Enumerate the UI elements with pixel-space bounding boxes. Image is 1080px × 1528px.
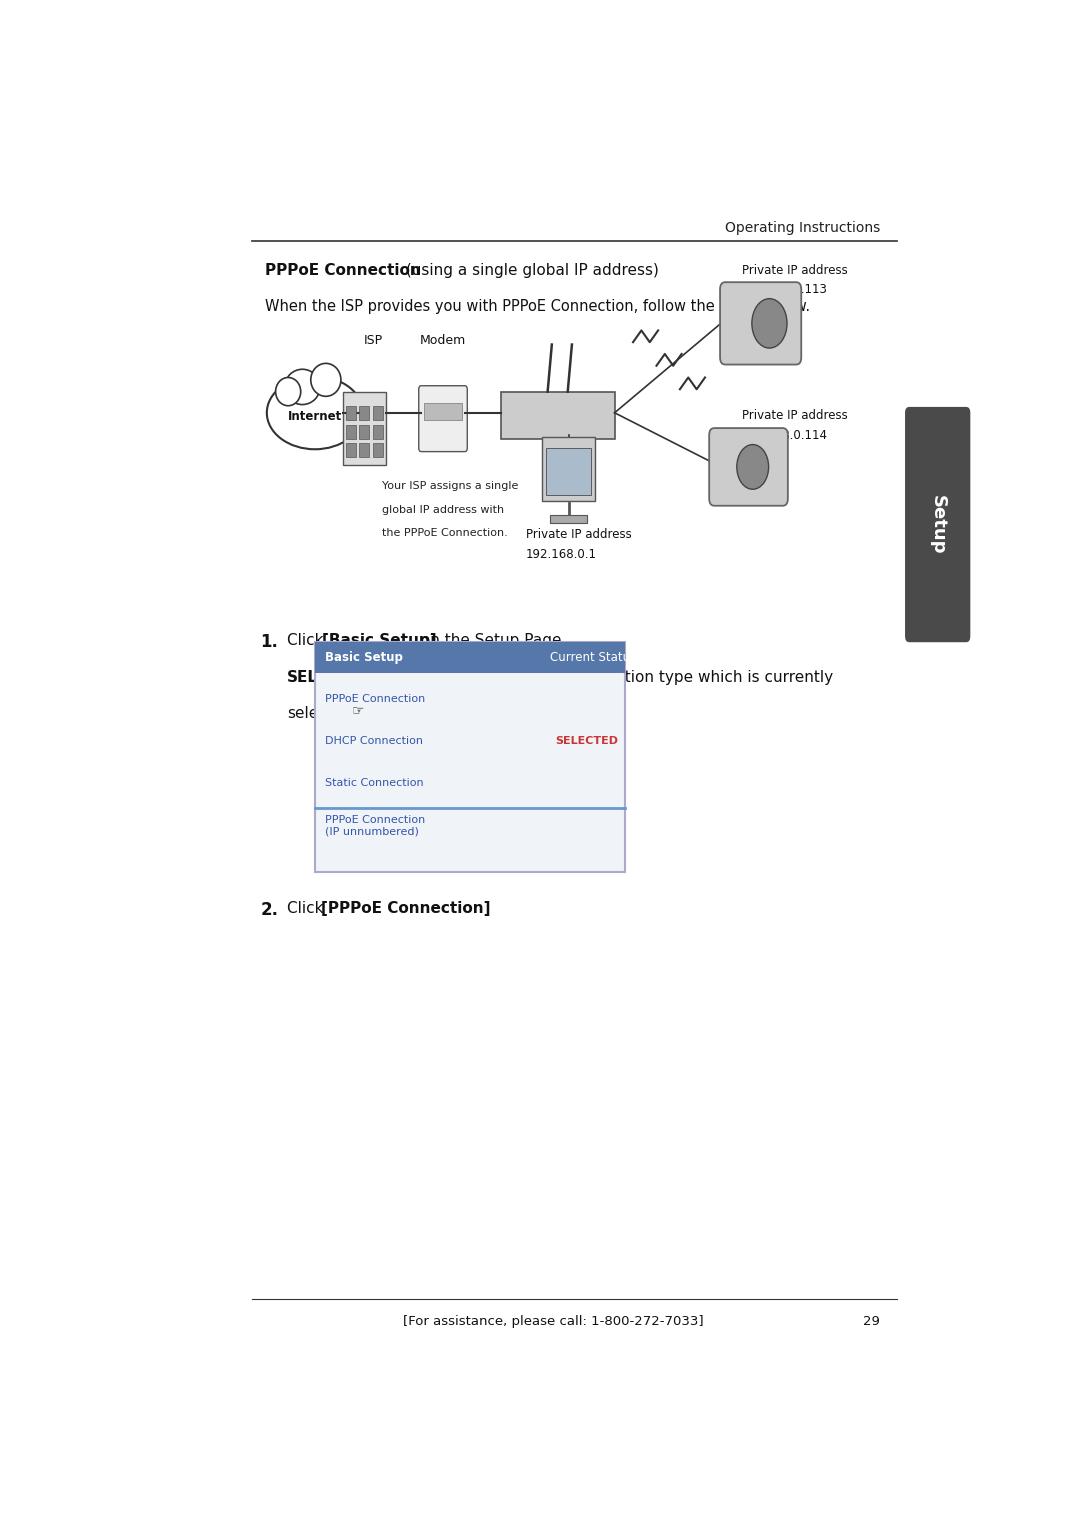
Text: [Basic Setup]: [Basic Setup] <box>323 633 437 648</box>
FancyBboxPatch shape <box>501 391 615 439</box>
FancyBboxPatch shape <box>419 385 468 452</box>
FancyBboxPatch shape <box>423 403 462 420</box>
FancyBboxPatch shape <box>346 443 356 457</box>
FancyBboxPatch shape <box>346 406 356 420</box>
Text: .: . <box>445 902 449 917</box>
Text: Private IP address: Private IP address <box>526 529 632 541</box>
Text: 192.168.0.113: 192.168.0.113 <box>742 283 827 296</box>
Text: on the Setup Page.: on the Setup Page. <box>416 633 567 648</box>
FancyBboxPatch shape <box>905 406 970 642</box>
Circle shape <box>752 298 787 348</box>
FancyBboxPatch shape <box>373 406 382 420</box>
Text: [For assistance, please call: 1-800-272-7033]: [For assistance, please call: 1-800-272-… <box>403 1316 704 1328</box>
FancyBboxPatch shape <box>373 443 382 457</box>
Text: Basic Setup: Basic Setup <box>325 651 403 665</box>
Text: 29: 29 <box>863 1316 880 1328</box>
Text: [PPPoE Connection]: [PPPoE Connection] <box>321 902 490 917</box>
FancyBboxPatch shape <box>710 428 787 506</box>
Text: 1.: 1. <box>260 633 279 651</box>
Text: Current Status: Current Status <box>550 651 636 665</box>
FancyBboxPatch shape <box>360 406 369 420</box>
FancyBboxPatch shape <box>720 283 801 365</box>
FancyBboxPatch shape <box>546 448 591 495</box>
FancyBboxPatch shape <box>346 425 356 439</box>
Text: Private IP address: Private IP address <box>742 410 848 422</box>
Ellipse shape <box>311 364 341 396</box>
Text: selected.: selected. <box>287 706 357 721</box>
Text: 192.168.0.114: 192.168.0.114 <box>742 429 828 442</box>
FancyBboxPatch shape <box>315 642 624 871</box>
FancyBboxPatch shape <box>342 391 387 465</box>
Text: Click: Click <box>287 902 328 917</box>
Text: Click: Click <box>287 633 328 648</box>
Ellipse shape <box>275 377 300 406</box>
Text: the PPPoE Connection.: the PPPoE Connection. <box>382 529 508 538</box>
Text: Internet: Internet <box>288 410 342 423</box>
Text: SELECTED: SELECTED <box>555 736 618 746</box>
Ellipse shape <box>267 376 363 449</box>
Text: SELECTED: SELECTED <box>287 671 374 686</box>
Text: Static Connection: Static Connection <box>325 778 423 788</box>
Text: PPPoE Connection: PPPoE Connection <box>265 263 420 278</box>
Text: Operating Instructions: Operating Instructions <box>725 222 880 235</box>
Text: Setup: Setup <box>929 495 947 555</box>
Text: When the ISP provides you with PPPoE Connection, follow the steps below.: When the ISP provides you with PPPoE Con… <box>265 298 810 313</box>
Text: 2.: 2. <box>260 902 279 918</box>
Text: DHCP Connection: DHCP Connection <box>325 736 423 746</box>
FancyBboxPatch shape <box>315 642 624 672</box>
Text: 192.168.0.1: 192.168.0.1 <box>526 549 597 561</box>
FancyBboxPatch shape <box>542 437 595 501</box>
Text: ☞: ☞ <box>352 703 365 718</box>
Text: Private IP address: Private IP address <box>742 264 848 278</box>
Text: Your ISP assigns a single: Your ISP assigns a single <box>382 481 518 490</box>
Circle shape <box>737 445 769 489</box>
FancyBboxPatch shape <box>360 425 369 439</box>
Text: PPPoE Connection
(IP unnumbered): PPPoE Connection (IP unnumbered) <box>325 814 426 836</box>
Text: is displayed next to the configuration type which is currently: is displayed next to the configuration t… <box>363 671 833 686</box>
Text: (using a single global IP address): (using a single global IP address) <box>401 263 659 278</box>
Text: Modem: Modem <box>420 335 467 347</box>
Text: ISP: ISP <box>364 335 383 347</box>
FancyBboxPatch shape <box>360 443 369 457</box>
FancyBboxPatch shape <box>550 515 588 524</box>
FancyBboxPatch shape <box>373 425 382 439</box>
Ellipse shape <box>285 370 320 405</box>
Text: global IP address with: global IP address with <box>382 504 504 515</box>
Text: PPPoE Connection: PPPoE Connection <box>325 694 426 704</box>
